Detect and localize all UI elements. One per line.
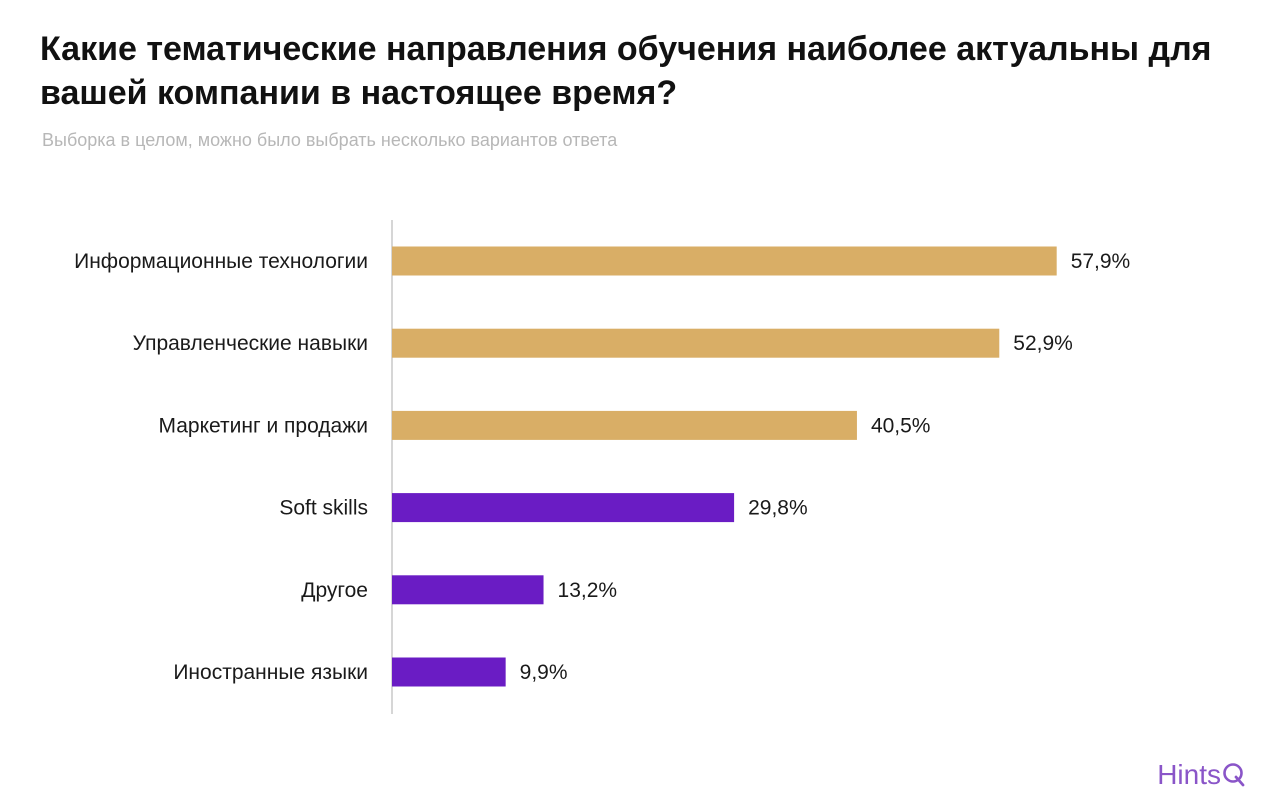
chart-subtitle: Выборка в целом, можно было выбрать неск… (42, 130, 618, 150)
magnifier-q-icon (1223, 763, 1245, 787)
category-label: Soft skills (279, 497, 368, 520)
value-label: 40,5% (871, 414, 931, 437)
bar (392, 246, 1057, 276)
value-label: 29,8% (748, 497, 808, 520)
bar (392, 493, 735, 523)
category-label: Информационные технологии (74, 250, 368, 273)
bar (392, 575, 544, 605)
value-label: 52,9% (1013, 332, 1073, 355)
value-label: 13,2% (558, 579, 618, 602)
category-label: Управленческие навыки (133, 332, 368, 355)
category-label: Иностранные языки (173, 661, 368, 684)
value-label: 57,9% (1071, 250, 1131, 273)
brand-logo: Hints (1157, 760, 1246, 790)
bar (392, 657, 506, 687)
value-label: 9,9% (520, 661, 568, 684)
chart-title: Какие тематические направления обучения … (40, 30, 1212, 112)
bar (392, 328, 1000, 358)
category-label: Маркетинг и продажи (159, 414, 368, 437)
brand-text: Hints (1157, 759, 1221, 790)
bar (392, 410, 857, 440)
category-label: Другое (301, 579, 368, 602)
